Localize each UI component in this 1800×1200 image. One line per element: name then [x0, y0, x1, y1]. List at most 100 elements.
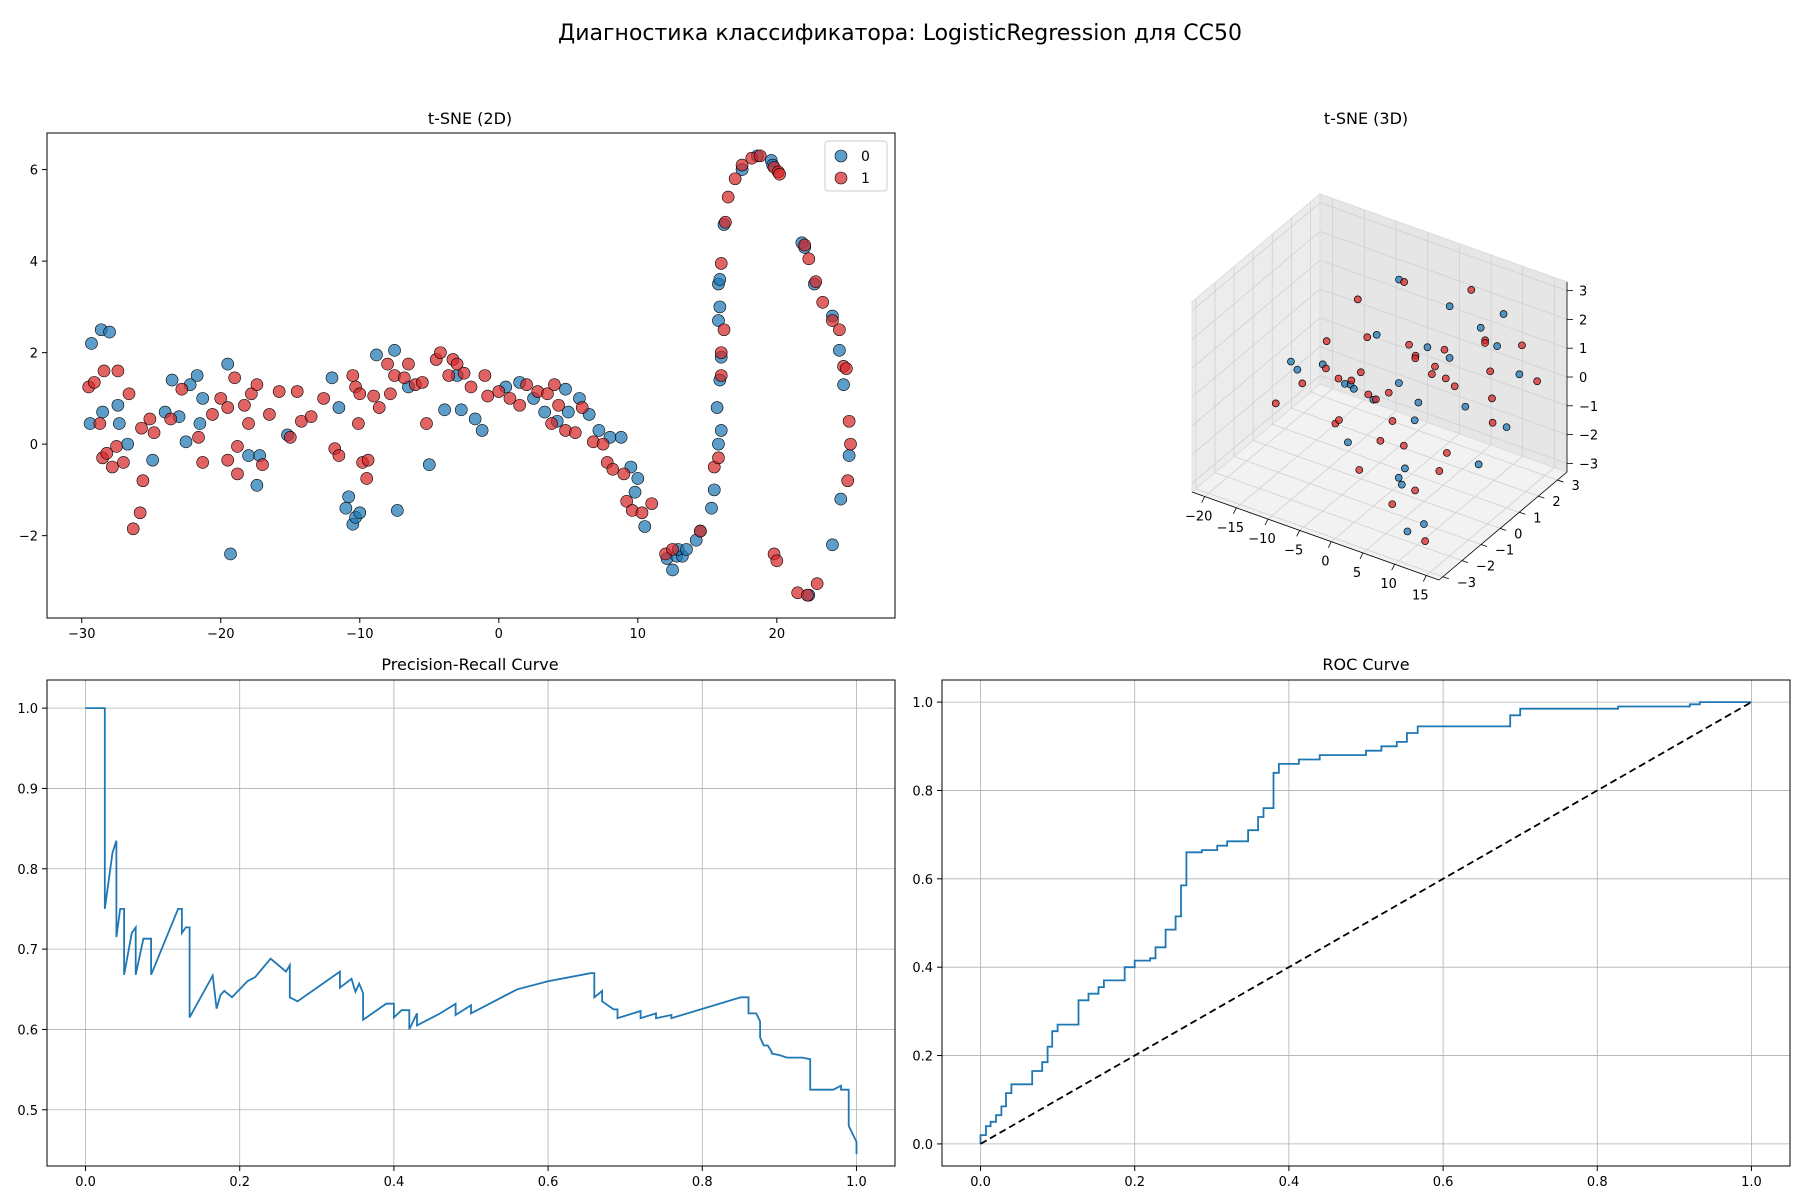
tsne3d-point-class-1	[1441, 374, 1450, 383]
tsne3d-x-tick-label: 10	[1380, 577, 1397, 592]
tsne3d-point-class-1	[1405, 340, 1413, 349]
tsne3d-grid-y	[1253, 440, 1501, 529]
tsne3d-point-class-0	[1397, 480, 1406, 489]
tsne2d-point-class-0	[712, 437, 725, 451]
tsne2d-point-class-0	[680, 543, 693, 556]
tsne2d-point-class-1	[503, 392, 517, 405]
tsne3d-x-tick-label: −10	[1248, 532, 1275, 547]
roc-curve-line	[979, 701, 1752, 1144]
tsne3d-point-class-1	[1355, 466, 1364, 474]
tsne3d-y-tick-label: −1	[1495, 544, 1514, 559]
tsne3d-y-tick	[1442, 576, 1449, 580]
tsne3d-point-class-0	[1403, 527, 1412, 536]
tsne3d-grid-x	[1331, 433, 1460, 542]
tsne2d-point-class-0	[837, 378, 850, 391]
tsne2d-point-class-1	[397, 371, 411, 385]
tsne3d-grid-z	[1191, 231, 1321, 340]
tsne2d-legend-label: 1	[861, 171, 870, 187]
tsne2d-point-class-0	[628, 485, 642, 499]
tsne2d-point-class-1	[801, 588, 814, 602]
tsne2d-x-tick-label: 10	[630, 627, 647, 642]
tsne2d-point-class-1	[402, 357, 415, 371]
pr-curve-line	[85, 707, 858, 1154]
tsne3d-grid-z	[1191, 346, 1321, 455]
roc-curve-title: ROC Curve	[1322, 655, 1409, 674]
tsne2d-point-class-1	[361, 453, 375, 467]
tsne2d-point-class-1	[541, 387, 554, 401]
tsne2d-point-class-0	[714, 424, 728, 437]
tsne3d-point-class-0	[1423, 343, 1432, 352]
tsne2d-point-class-0	[538, 405, 551, 419]
pr-x-tick-label: 0.2	[229, 1175, 250, 1190]
tsne2d-point-class-0	[224, 547, 237, 561]
roc-y-tick-label: 0.6	[912, 873, 933, 888]
roc-x-tick-label: 0.6	[1433, 1175, 1454, 1190]
tsne-2d-title: t-SNE (2D)	[428, 109, 512, 128]
tsne3d-grid-y	[1310, 391, 1558, 481]
tsne2d-point-class-0	[388, 344, 401, 357]
tsne3d-grid-z	[1319, 374, 1568, 464]
tsne2d-point-class-0	[713, 300, 727, 314]
tsne3d-point-class-0	[1350, 384, 1358, 393]
tsne3d-point-class-1	[1486, 367, 1495, 376]
tsne3d-point-class-0	[1493, 342, 1501, 350]
tsne2d-point-class-1	[457, 366, 471, 380]
tsne2d-point-class-1	[810, 577, 824, 590]
tsne3d-grid-x	[1299, 422, 1428, 531]
tsne2d-point-class-1	[263, 408, 276, 421]
tsne3d-x-tick	[1201, 496, 1206, 503]
tsne3d-point-class-1	[1363, 333, 1372, 342]
tsne3d-grid-y	[1272, 423, 1520, 513]
tsne3d-grid-z	[1191, 202, 1321, 311]
tsne3d-x-tick	[1422, 575, 1427, 582]
roc-y-tick-label: 1.0	[912, 696, 933, 711]
tsne2d-point-class-1	[841, 474, 855, 488]
tsne2d-point-class-1	[352, 417, 365, 430]
tsne3d-point-class-0	[1476, 323, 1485, 332]
tsne2d-point-class-1	[367, 389, 380, 403]
tsne3d-z-tick-label: 0	[1579, 371, 1587, 386]
tsne2d-point-class-0	[339, 501, 353, 515]
tsne3d-grid-x	[1394, 455, 1523, 565]
tsne2d-point-class-1	[416, 376, 429, 389]
tsne3d-point-class-1	[1388, 417, 1397, 425]
tsne2d-point-class-1	[694, 524, 707, 538]
tsne3d-y-tick-label: 3	[1571, 479, 1579, 494]
tsne2d-point-class-1	[420, 417, 433, 430]
pr-curve-title: Precision-Recall Curve	[381, 655, 558, 674]
tsne3d-grid-z	[1191, 259, 1321, 369]
tsne3d-point-class-1	[1488, 418, 1497, 427]
tsne3d-x-axis	[1191, 491, 1440, 581]
tsne2d-point-class-1	[332, 449, 346, 462]
tsne2d-point-class-1	[552, 398, 565, 412]
tsne2d-point-class-0	[342, 490, 355, 504]
tsne3d-grid-y	[1195, 488, 1443, 578]
tsne3d-point-class-1	[1335, 416, 1343, 424]
tsne2d-point-class-1	[250, 378, 264, 391]
tsne3d-point-class-1	[1488, 394, 1496, 403]
tsne2d-point-class-1	[93, 417, 107, 430]
tsne3d-point-class-1	[1431, 362, 1439, 371]
tsne2d-point-class-0	[121, 437, 134, 451]
tsne2d-point-class-1	[87, 376, 101, 389]
tsne3d-point-class-1	[1376, 436, 1385, 445]
tsne-3d-panel: t-SNE (3D) −20−15−10−5051015−3−2−10123−3…	[1185, 109, 1598, 603]
tsne2d-point-class-1	[481, 389, 494, 403]
tsne3d-point-class-1	[1533, 377, 1541, 386]
tsne2d-point-class-1	[372, 401, 386, 414]
tsne2d-point-class-1	[753, 149, 767, 163]
tsne3d-x-tick-label: 15	[1412, 588, 1429, 603]
tsne2d-point-class-0	[179, 435, 193, 449]
roc-y-tick-label: 0.2	[912, 1050, 933, 1065]
tsne3d-point-class-0	[1410, 416, 1419, 425]
tsne2d-point-class-1	[206, 408, 219, 421]
tsne3d-x-tick	[1232, 507, 1237, 514]
tsne3d-x-tick-label: 0	[1321, 555, 1329, 570]
tsne2d-point-class-1	[568, 426, 582, 439]
tsne2d-point-class-0	[826, 538, 839, 552]
tsne2d-point-class-0	[713, 273, 727, 286]
tsne2d-point-class-1	[381, 357, 394, 371]
tsne2d-point-class-0	[391, 504, 404, 517]
tsne2d-point-class-1	[164, 412, 178, 426]
